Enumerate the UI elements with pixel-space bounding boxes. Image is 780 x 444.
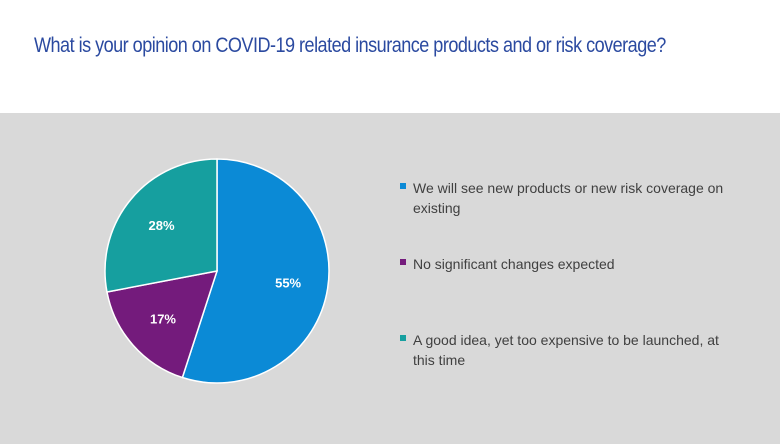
chart-title: What is your opinion on COVID-19 related…	[34, 34, 666, 57]
legend-swatch	[400, 335, 406, 341]
chart-panel: 55% 17% 28% We will see new products or ne…	[0, 113, 780, 444]
legend-label: A good idea, yet too expensive to be lau…	[413, 332, 719, 368]
data-label-55: 55%	[275, 275, 301, 290]
legend-swatch	[400, 183, 406, 189]
pie-slice-no-changes	[106, 270, 219, 379]
legend-item-no-changes: No significant changes expected	[400, 254, 730, 274]
pie-slice-too-expensive	[104, 158, 218, 293]
pie-chart: 55% 17% 28%	[104, 158, 330, 384]
data-label-17: 17%	[150, 312, 176, 327]
legend-swatch	[400, 259, 406, 265]
legend-label: No significant changes expected	[413, 256, 615, 272]
legend-item-new-products: We will see new products or new risk cov…	[400, 178, 730, 218]
data-label-28: 28%	[149, 218, 175, 233]
legend-item-too-expensive: A good idea, yet too expensive to be lau…	[400, 330, 730, 370]
pie-slice-new-products	[181, 158, 330, 384]
legend-label: We will see new products or new risk cov…	[413, 180, 724, 216]
